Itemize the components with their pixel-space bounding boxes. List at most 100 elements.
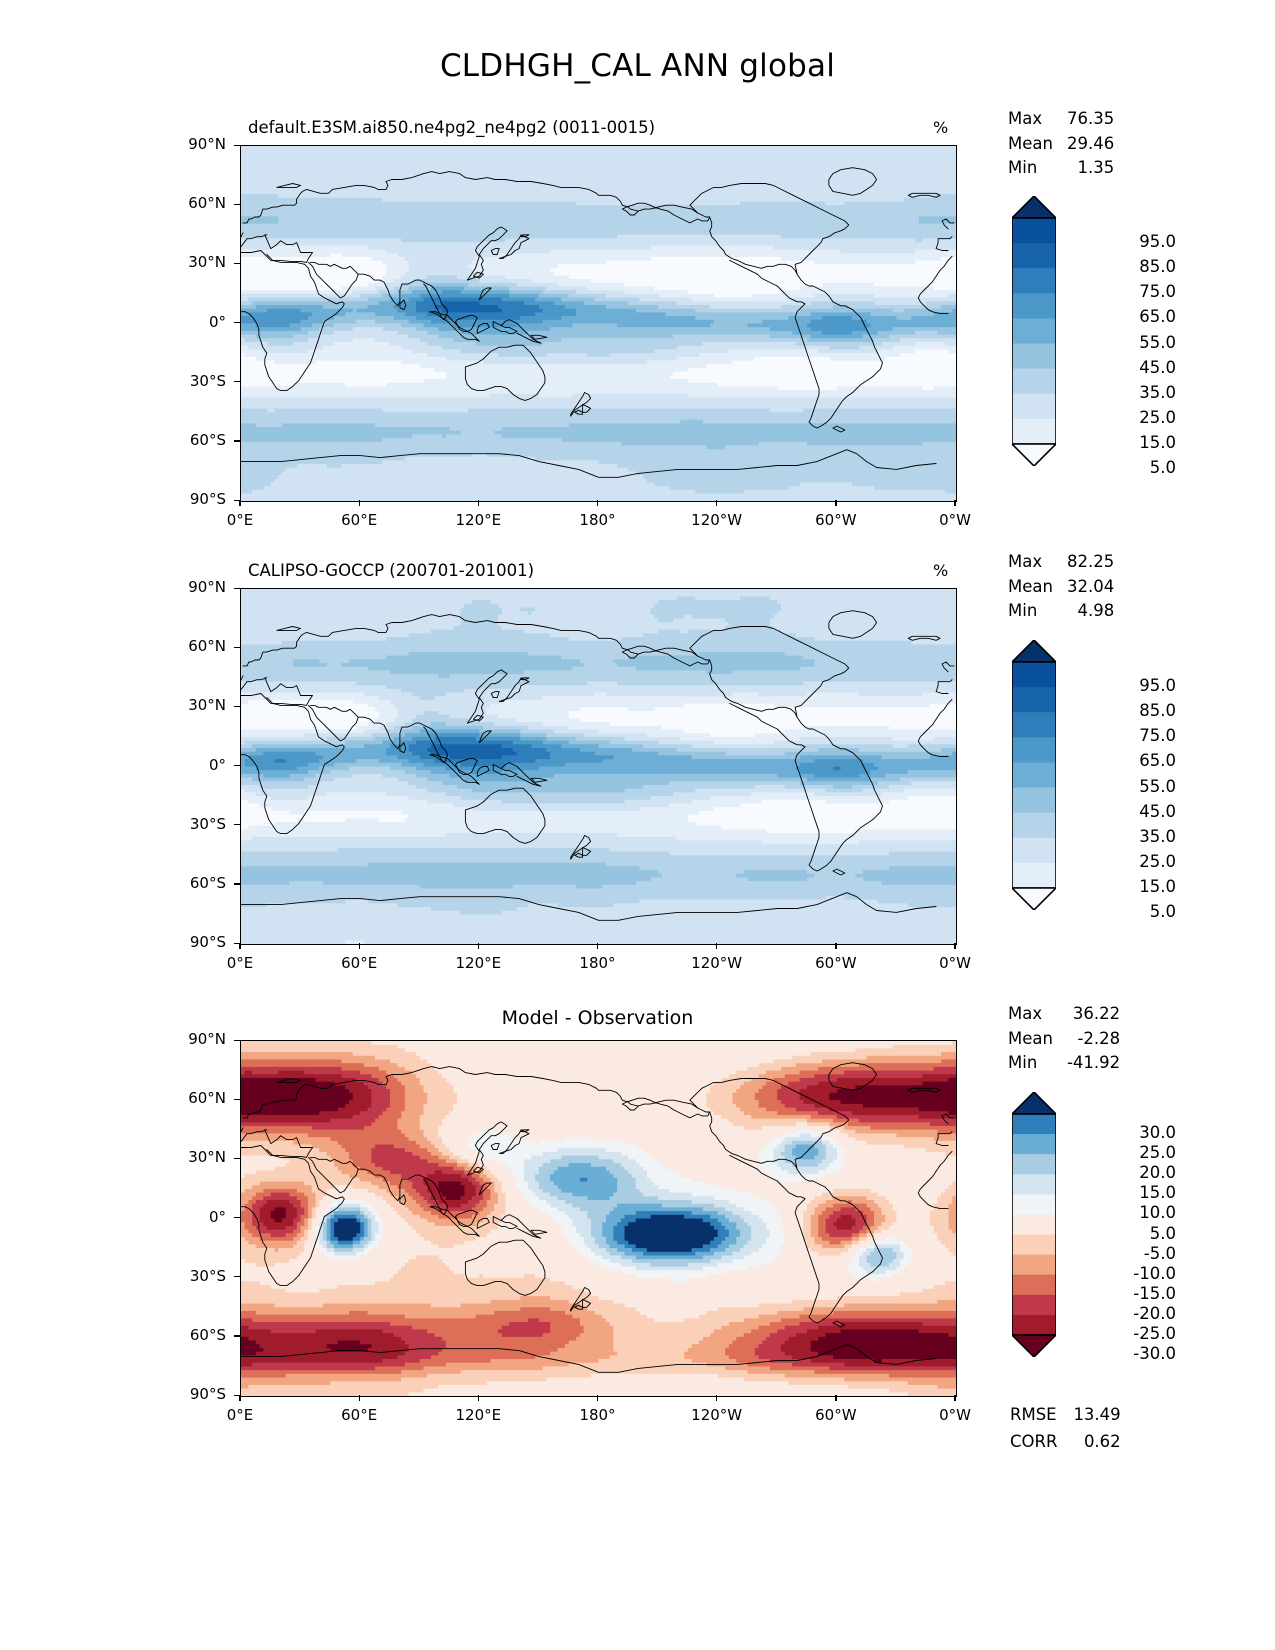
stats-observation: Max 82.25 Mean 32.04 Min 4.98 xyxy=(1008,550,1114,624)
colorbar-labels-observation: 95.0 85.0 75.0 65.0 55.0 45.0 35.0 25.0 15.0 5.0 xyxy=(1064,640,1176,920)
colorbar-tick-label: -30.0 xyxy=(1133,1344,1176,1364)
colorbar-tick-label: -25.0 xyxy=(1133,1324,1176,1343)
colorbar-tick-label: 15.0 xyxy=(1139,877,1176,896)
stat-value: 36.22 xyxy=(1072,1004,1121,1023)
colorbar-tick-label: 45.0 xyxy=(1139,801,1176,821)
colorbar-tick-label: 5.0 xyxy=(1149,458,1176,478)
x-axis-label: 0°W xyxy=(939,954,971,972)
colorbar-tick-label: -15.0 xyxy=(1133,1283,1176,1303)
y-axis-label: 30°S xyxy=(189,814,226,833)
colorbar-tick-label: 65.0 xyxy=(1139,307,1176,327)
x-tick xyxy=(596,1395,599,1401)
y-tick xyxy=(234,322,240,324)
x-tick xyxy=(716,943,718,949)
x-axis-label: 120°W xyxy=(691,1406,743,1424)
y-tick xyxy=(234,203,240,205)
colorbar-tick-label: 75.0 xyxy=(1139,726,1176,746)
x-axis-label: 0°E xyxy=(226,511,254,529)
stats-model: Max 76.35 Mean 29.46 Min 1.35 xyxy=(1008,107,1114,181)
stat-value: 29.46 xyxy=(1066,133,1115,153)
y-tick xyxy=(234,262,240,265)
y-tick xyxy=(234,587,240,589)
y-axis-label: 30°N xyxy=(188,1148,226,1167)
footer-stat-value: 13.49 xyxy=(1073,1405,1121,1424)
panel-title-observation: CALIPSO-GOCCP (200701-201001) xyxy=(248,561,535,580)
y-tick xyxy=(234,705,240,708)
y-tick xyxy=(234,499,240,501)
x-axis-label: 60°W xyxy=(815,1406,857,1424)
x-tick xyxy=(835,943,837,949)
stat-value: 1.35 xyxy=(1077,158,1115,177)
y-axis-label: 60°N xyxy=(188,1089,226,1108)
figure-title: CLDHGH_CAL ANN global xyxy=(439,48,836,84)
colorbar-tick-label: 30.0 xyxy=(1139,1123,1176,1143)
footer-stat-value: 0.62 xyxy=(1083,1431,1121,1451)
y-axis-label: 90°S xyxy=(189,933,226,951)
stat-value: 32.04 xyxy=(1066,576,1115,596)
stat-key: Mean xyxy=(1008,133,1053,153)
map-difference xyxy=(240,1040,957,1397)
x-tick xyxy=(358,943,360,949)
y-axis-label: 90°N xyxy=(188,578,226,596)
colorbar-tick-label: 35.0 xyxy=(1139,826,1176,846)
y-tick xyxy=(234,1276,240,1278)
x-axis-label: 0°W xyxy=(939,511,971,529)
colorbar-tick-label: 5.0 xyxy=(1149,902,1176,922)
x-tick xyxy=(239,500,241,506)
x-axis-label: 0°E xyxy=(226,1406,254,1424)
y-axis-label: 60°N xyxy=(188,194,226,213)
x-tick xyxy=(954,500,956,506)
x-tick xyxy=(716,1395,718,1401)
colorbar-tick-label: -5.0 xyxy=(1143,1243,1176,1263)
x-tick xyxy=(835,500,837,506)
colorbar-tick-label: -10.0 xyxy=(1133,1263,1176,1283)
y-tick xyxy=(234,381,240,383)
y-axis-label: 60°N xyxy=(188,637,226,656)
x-tick xyxy=(358,500,360,506)
colorbar-tick-label: 15.0 xyxy=(1139,1183,1176,1203)
x-axis-label: 0°W xyxy=(939,1406,971,1424)
x-axis-label: 60°E xyxy=(341,1406,378,1424)
y-tick xyxy=(234,1039,240,1041)
map-observation xyxy=(240,588,957,945)
x-axis-label: 0°E xyxy=(226,954,254,972)
panel-title-model: default.E3SM.ai850.ne4pg2_ne4pg2 (0011-0… xyxy=(248,118,656,137)
y-axis-label: 0° xyxy=(208,1207,226,1226)
colorbar-tick-label: 95.0 xyxy=(1139,232,1176,252)
panel-units-model: % xyxy=(933,118,949,137)
colorbar-tick-label: 55.0 xyxy=(1139,332,1176,352)
y-axis-label: 90°N xyxy=(188,135,226,153)
x-tick xyxy=(596,943,599,949)
x-tick xyxy=(477,1395,480,1401)
colorbar-tick-label: 85.0 xyxy=(1139,257,1176,277)
y-tick xyxy=(234,765,240,767)
colorbar-tick-label: 10.0 xyxy=(1139,1203,1176,1223)
y-axis-label: 30°N xyxy=(188,253,226,272)
x-axis-label: 60°W xyxy=(815,511,857,529)
stat-key: Min xyxy=(1008,158,1038,177)
y-tick xyxy=(234,1217,240,1219)
stat-value: 4.98 xyxy=(1077,601,1115,620)
y-axis-label: 60°S xyxy=(189,430,226,449)
panel-units-observation: % xyxy=(933,561,949,580)
colorbar-tick-label: 45.0 xyxy=(1139,357,1176,377)
colorbar-observation xyxy=(1012,640,1056,910)
x-tick xyxy=(358,1395,360,1401)
y-axis-label: 90°N xyxy=(188,1030,226,1048)
stats-difference: Max 36.22 Mean -2.28 Min -41.92 xyxy=(1008,1002,1120,1076)
colorbar-tick-label: -20.0 xyxy=(1133,1303,1176,1323)
x-axis-label: 180° xyxy=(579,1406,616,1424)
panel-title-difference: Model - Observation xyxy=(501,1007,694,1029)
x-tick xyxy=(596,500,599,506)
map-model xyxy=(240,145,957,502)
stat-key: Mean xyxy=(1008,1028,1053,1048)
colorbar-labels-model: 95.0 85.0 75.0 65.0 55.0 45.0 35.0 25.0 15.0 5.0 xyxy=(1064,196,1176,476)
y-axis-label: 30°N xyxy=(188,696,226,715)
stat-key: Max xyxy=(1008,109,1043,128)
y-tick xyxy=(234,1157,240,1160)
colorbar-tick-label: 25.0 xyxy=(1139,1143,1176,1163)
y-axis-label: 90°S xyxy=(189,1385,226,1403)
x-axis-label: 120°W xyxy=(691,954,743,972)
colorbar-tick-label: 25.0 xyxy=(1139,851,1176,871)
